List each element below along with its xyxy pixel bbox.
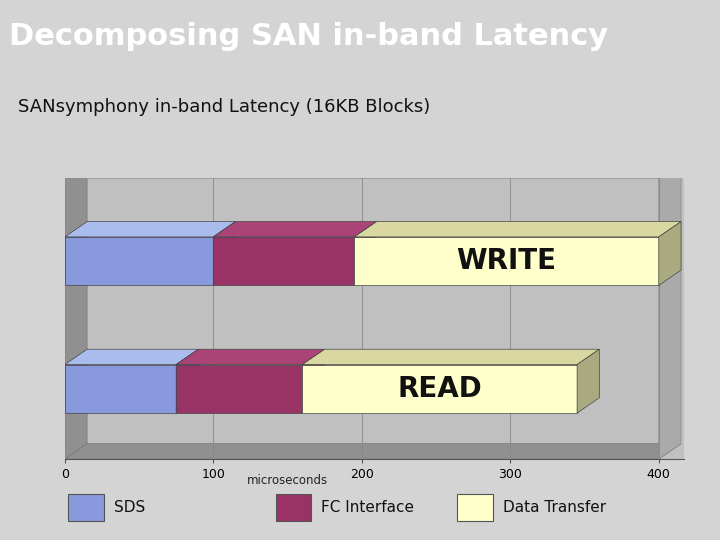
Polygon shape: [65, 221, 235, 237]
Polygon shape: [65, 349, 199, 364]
Bar: [302, 364, 577, 413]
Polygon shape: [302, 349, 325, 413]
Bar: [176, 364, 302, 413]
Polygon shape: [176, 349, 325, 364]
Text: SANsymphony in-band Latency (16KB Blocks): SANsymphony in-band Latency (16KB Blocks…: [18, 98, 431, 116]
Polygon shape: [354, 221, 377, 286]
Bar: [65, 237, 213, 286]
Polygon shape: [577, 349, 599, 413]
Bar: [354, 237, 659, 286]
Polygon shape: [65, 163, 87, 459]
Bar: [68, 494, 104, 521]
Text: READ: READ: [397, 375, 482, 403]
Text: WRITE: WRITE: [456, 247, 557, 275]
Polygon shape: [213, 221, 377, 237]
Text: Data Transfer: Data Transfer: [503, 500, 606, 515]
Text: FC Interface: FC Interface: [321, 500, 414, 515]
Polygon shape: [213, 221, 235, 286]
Polygon shape: [176, 349, 199, 413]
Bar: [65, 364, 176, 413]
Polygon shape: [65, 444, 681, 459]
Bar: [276, 494, 311, 521]
Polygon shape: [302, 349, 599, 364]
Text: SDS: SDS: [114, 500, 145, 515]
Bar: [457, 494, 493, 521]
Text: Decomposing SAN in-band Latency: Decomposing SAN in-band Latency: [9, 22, 608, 51]
Polygon shape: [659, 163, 681, 459]
Polygon shape: [65, 163, 681, 178]
Bar: [213, 237, 354, 286]
Text: microseconds: microseconds: [247, 474, 328, 487]
Polygon shape: [354, 221, 681, 237]
Polygon shape: [659, 221, 681, 286]
